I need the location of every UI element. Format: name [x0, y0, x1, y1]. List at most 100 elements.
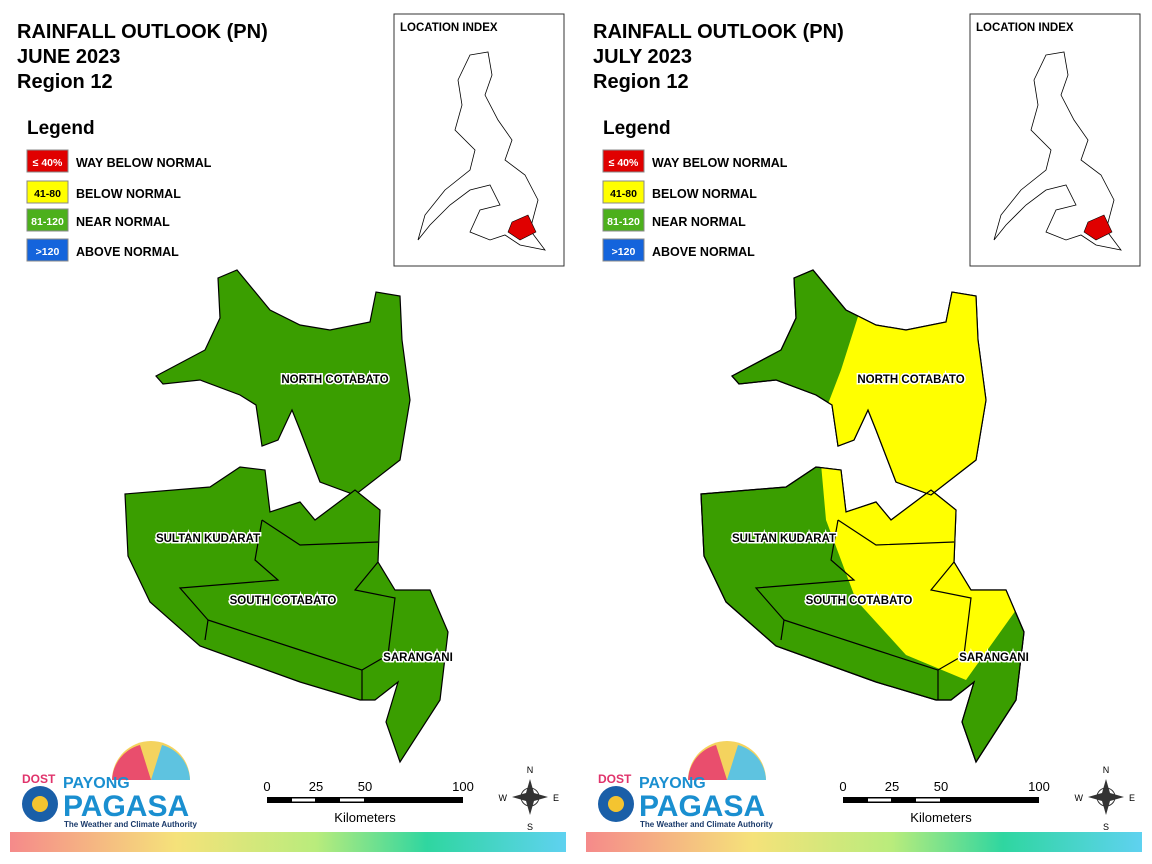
legend-label: NEAR NORMAL — [76, 215, 170, 229]
title-line: RAINFALL OUTLOOK (PN) — [17, 21, 268, 43]
legend-swatch — [26, 208, 69, 232]
compass-rose — [512, 779, 548, 815]
logo-name: PAGASA — [63, 790, 189, 823]
legend-label: NEAR NORMAL — [652, 215, 746, 229]
province-label: SULTAN KUDARAT — [732, 533, 836, 545]
logo-umbrella-left — [112, 745, 151, 780]
logo-agency: DOST — [22, 772, 56, 786]
logo-umbrella-right — [727, 745, 766, 780]
legend-title: Legend — [603, 118, 671, 139]
logo-seal-inner — [32, 796, 48, 812]
compass-letter: W — [499, 793, 508, 803]
map — [124, 269, 449, 763]
boundary — [837, 519, 955, 546]
scale-bar — [267, 797, 463, 803]
compass-letter: S — [527, 822, 533, 832]
color-strip — [10, 832, 566, 852]
legend-swatch — [602, 180, 645, 204]
logo-seal-inner — [608, 796, 624, 812]
legend-range: >120 — [36, 246, 60, 258]
panel: RAINFALL OUTLOOK (PN) JUNE 2023 Region 12 L… — [10, 13, 566, 852]
logo-brand: PAYONG — [639, 775, 706, 792]
title-line: Region 12 — [593, 71, 689, 93]
province-label: NORTH COTABATO — [857, 374, 964, 386]
logo-tagline: The Weather and Climate Authority — [640, 820, 773, 829]
province-label: NORTH COTABATO — [281, 374, 388, 386]
scale-unit: Kilometers — [910, 810, 972, 825]
legend-title: Legend — [27, 118, 95, 139]
compass-letter: S — [1103, 822, 1109, 832]
scale-tick: 25 — [309, 779, 323, 794]
compass-letter: E — [1129, 793, 1135, 803]
inset-region — [507, 214, 537, 241]
legend-label: BELOW NORMAL — [652, 187, 757, 201]
legend-range: ≤ 40% — [33, 157, 63, 169]
scale-tick: 0 — [839, 779, 846, 794]
boundary — [754, 519, 856, 641]
boundary — [261, 519, 379, 546]
legend-swatch — [602, 208, 645, 232]
logo-umbrella-left — [688, 745, 727, 780]
logo-brand: PAYONG — [63, 775, 130, 792]
color-strip — [586, 832, 1142, 852]
legend-range: 41-80 — [34, 188, 61, 200]
legend-label: ABOVE NORMAL — [652, 245, 755, 259]
boundary — [929, 561, 972, 671]
legend-label: WAY BELOW NORMAL — [76, 156, 212, 170]
boundary — [178, 519, 280, 641]
inset-map — [417, 51, 546, 251]
province-label: SARANGANI — [959, 652, 1029, 664]
scale-tick: 100 — [1028, 779, 1050, 794]
scale-tick: 25 — [885, 779, 899, 794]
province-shape — [124, 466, 449, 763]
logo-agency: DOST — [598, 772, 632, 786]
legend-range: ≤ 40% — [609, 157, 639, 169]
scale-seg — [868, 798, 891, 802]
logo-tagline: The Weather and Climate Authority — [64, 820, 197, 829]
legend-swatch — [602, 238, 645, 262]
scale-seg — [916, 798, 940, 802]
logo-umbrella-right — [151, 745, 190, 780]
legend-label: WAY BELOW NORMAL — [652, 156, 788, 170]
compass-letter: N — [1103, 765, 1110, 775]
province-label: SARANGANI — [383, 652, 453, 664]
title-line: RAINFALL OUTLOOK (PN) — [593, 21, 844, 43]
scale-seg — [292, 798, 315, 802]
legend-label: BELOW NORMAL — [76, 187, 181, 201]
compass-letter: N — [527, 765, 534, 775]
legend-range: 81-120 — [31, 216, 64, 228]
inset-region — [1083, 214, 1113, 241]
scale-seg — [340, 798, 364, 802]
compass-rose — [1088, 779, 1124, 815]
scale-tick: 100 — [452, 779, 474, 794]
boundary — [783, 619, 939, 700]
legend-swatch — [602, 149, 645, 173]
legend-range: 81-120 — [607, 216, 640, 228]
scale-tick: 0 — [263, 779, 270, 794]
boundary — [353, 561, 396, 671]
title-line: Region 12 — [17, 71, 113, 93]
logo-name: PAGASA — [639, 790, 765, 823]
province-label: SULTAN KUDARAT — [156, 533, 260, 545]
province-label: SOUTH COTABATO — [806, 595, 913, 607]
scale-tick: 50 — [934, 779, 948, 794]
title-line: JULY 2023 — [593, 46, 692, 68]
boundary — [207, 619, 363, 700]
legend-label: ABOVE NORMAL — [76, 245, 179, 259]
map — [700, 269, 1025, 763]
legend-swatch — [26, 149, 69, 173]
panel: RAINFALL OUTLOOK (PN) JULY 2023 Region 12 L… — [586, 13, 1142, 852]
scale-tick: 50 — [358, 779, 372, 794]
compass-letter: W — [1075, 793, 1084, 803]
compass-ring — [520, 787, 540, 807]
legend-swatch — [26, 238, 69, 262]
scale-bar — [843, 797, 1039, 803]
title-line: JUNE 2023 — [17, 46, 120, 68]
inset-title: LOCATION INDEX — [400, 22, 498, 34]
inset-title: LOCATION INDEX — [976, 22, 1074, 34]
inset-map — [993, 51, 1122, 251]
legend-range: 41-80 — [610, 188, 637, 200]
compass-letter: E — [553, 793, 559, 803]
province-label: SOUTH COTABATO — [230, 595, 337, 607]
